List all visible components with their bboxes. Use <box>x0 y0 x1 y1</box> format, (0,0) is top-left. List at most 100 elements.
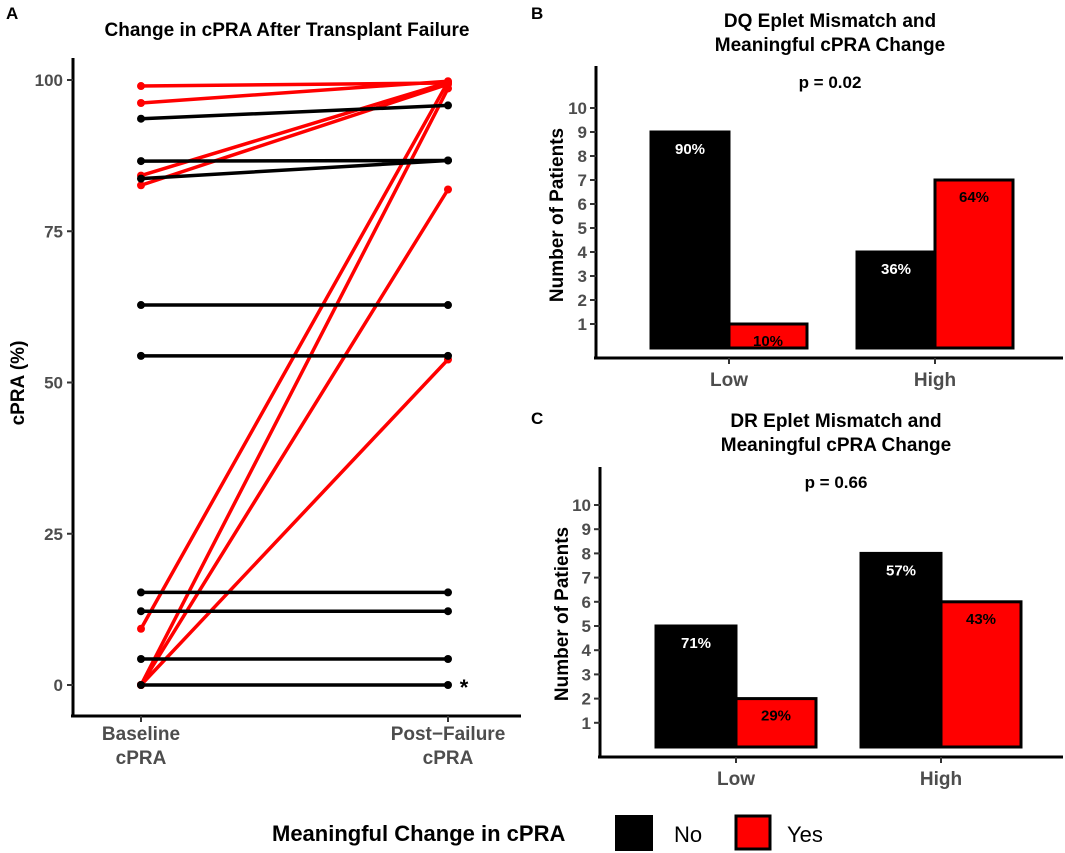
dr-chart-p-value: p = 0.66 <box>805 473 868 492</box>
patient-point-baseline <box>137 607 145 616</box>
dr-chart-bar-label: 57% <box>886 562 916 579</box>
patient-point-post-failure <box>444 156 452 165</box>
legend-label-yes: Yes <box>787 822 823 847</box>
patient-line-no <box>139 158 450 163</box>
line-chart-y-tick-label: 50 <box>44 374 63 393</box>
dr-chart-title-line-1: DR Eplet Mismatch and <box>730 411 941 432</box>
patient-point-baseline <box>137 588 145 597</box>
dq-chart-category-label: Low <box>710 370 748 391</box>
dr-chart-y-tick-label: 5 <box>582 617 591 636</box>
legend: Meaningful Change in cPRA No Yes <box>272 814 823 851</box>
patient-point-post-failure <box>444 351 452 360</box>
line-chart-y-axis-label: cPRA (%) <box>8 341 29 426</box>
patient-point-post-failure <box>444 84 452 93</box>
line-chart-x-tick-label: cPRA <box>423 748 474 769</box>
dq-chart-y-tick-label: 2 <box>578 291 587 310</box>
line-chart-y-tick-label: 75 <box>44 222 63 241</box>
dq-chart-category-label: High <box>914 370 956 391</box>
patient-point-post-failure <box>444 301 452 310</box>
dr-bar-chart: 1 2 3 4 5 6 7 8 9 10 Low 71% 29% High 57% 43% <box>572 467 1063 790</box>
patient-point-baseline <box>137 681 145 689</box>
patient-line-yes <box>139 357 450 687</box>
panel-label-a: A <box>6 4 18 23</box>
dr-chart-y-tick-label: 3 <box>582 665 591 684</box>
patient-point-baseline <box>137 654 145 663</box>
patient-line-no <box>139 158 450 181</box>
legend-swatch-yes <box>734 814 772 851</box>
dr-chart-bar-label: 29% <box>761 708 791 725</box>
panel-label-b: B <box>531 4 543 23</box>
panel-label-c: C <box>531 409 543 428</box>
dq-chart-y-tick-label: 8 <box>578 147 587 166</box>
patient-point-post-failure <box>444 77 452 86</box>
dq-chart-bar-yes-high <box>933 178 1015 350</box>
line-chart-y-tick-label: 100 <box>35 71 63 90</box>
dr-chart-y-tick-label: 10 <box>572 496 591 515</box>
dr-chart-y-tick-label: 6 <box>582 593 591 612</box>
dq-chart-bar-label: 36% <box>881 261 911 278</box>
patient-point-baseline <box>137 82 145 91</box>
dr-chart-bar-label: 71% <box>681 635 711 652</box>
patient-point-post-failure <box>444 185 452 194</box>
dr-chart-y-tick-label: 2 <box>582 690 591 709</box>
line-chart-title: Change in cPRA After Transplant Failure <box>105 20 470 41</box>
dr-chart-bar-yes-high <box>939 600 1023 749</box>
dq-chart-y-tick-label: 10 <box>568 99 587 118</box>
patient-point-post-failure <box>444 607 452 616</box>
dq-chart-title-line-2: Meaningful cPRA Change <box>715 35 945 56</box>
dr-chart-bar-no-low <box>654 624 738 749</box>
dq-bar-chart: 1 2 3 4 5 6 7 8 9 10 Low 90% 10% High 36% 64% <box>568 66 1063 391</box>
dq-chart-y-tick-label: 7 <box>578 171 587 190</box>
patient-line-yes <box>139 82 450 188</box>
patient-point-baseline <box>137 181 145 190</box>
patient-line-yes <box>139 86 450 687</box>
patient-point-baseline <box>137 301 145 310</box>
dr-chart-bar-no-high <box>859 551 943 749</box>
patient-point-post-failure <box>444 654 452 663</box>
patient-line-yes <box>139 187 450 687</box>
legend-swatch-no <box>615 815 653 851</box>
legend-label-no: No <box>674 822 702 847</box>
dq-chart-bar-yes-low <box>727 322 809 350</box>
dq-chart-y-tick-label: 4 <box>578 243 588 262</box>
patient-point-post-failure <box>444 681 452 689</box>
line-chart-x-tick-label: Baseline <box>102 724 180 745</box>
line-chart-y-tick-label: 25 <box>44 525 63 544</box>
line-chart-annotation: * <box>460 675 469 700</box>
patient-point-baseline <box>137 114 145 123</box>
dq-chart-bar-no-low <box>649 130 731 350</box>
dr-chart-bar-label: 43% <box>966 611 996 628</box>
dq-chart-y-tick-label: 1 <box>578 315 587 334</box>
patient-line-yes <box>139 79 450 105</box>
line-chart-y-tick-label: 0 <box>54 676 63 695</box>
patient-point-baseline <box>137 174 145 183</box>
line-chart-plot: 0 25 50 75 100 Baseline cPRA Post−Failure cPRA * <box>35 58 521 769</box>
patient-point-baseline <box>137 157 145 166</box>
dr-chart-category-label: High <box>920 769 962 790</box>
dq-chart-bar-label: 90% <box>675 141 705 158</box>
patient-line-no <box>139 103 450 121</box>
patient-point-baseline <box>137 624 145 633</box>
dr-chart-title-line-2: Meaningful cPRA Change <box>721 435 951 456</box>
dr-chart-y-tick-label: 1 <box>582 714 591 733</box>
patient-point-post-failure <box>444 588 452 597</box>
dq-chart-y-tick-label: 9 <box>578 123 587 142</box>
dr-chart-y-tick-label: 7 <box>582 569 591 588</box>
dq-chart-bar-label: 10% <box>753 333 783 350</box>
dq-chart-p-value: p = 0.02 <box>799 73 862 92</box>
line-chart-x-tick-label: Post−Failure <box>391 724 506 745</box>
patient-point-post-failure <box>444 101 452 110</box>
dq-chart-y-tick-label: 3 <box>578 267 587 286</box>
dq-chart-bar-label: 64% <box>959 189 989 206</box>
dq-chart-title-line-1: DQ Eplet Mismatch and <box>724 11 936 32</box>
legend-title: Meaningful Change in cPRA <box>272 821 565 846</box>
dr-chart-bar-yes-low <box>734 697 818 749</box>
patient-point-baseline <box>137 351 145 360</box>
line-chart-x-tick-label: cPRA <box>116 748 167 769</box>
dr-chart-y-tick-label: 8 <box>582 544 591 563</box>
patient-point-baseline <box>137 98 145 107</box>
dr-chart-y-tick-label: 4 <box>582 641 592 660</box>
dq-chart-y-axis-label: Number of Patients <box>547 128 568 302</box>
dr-chart-category-label: Low <box>717 769 755 790</box>
